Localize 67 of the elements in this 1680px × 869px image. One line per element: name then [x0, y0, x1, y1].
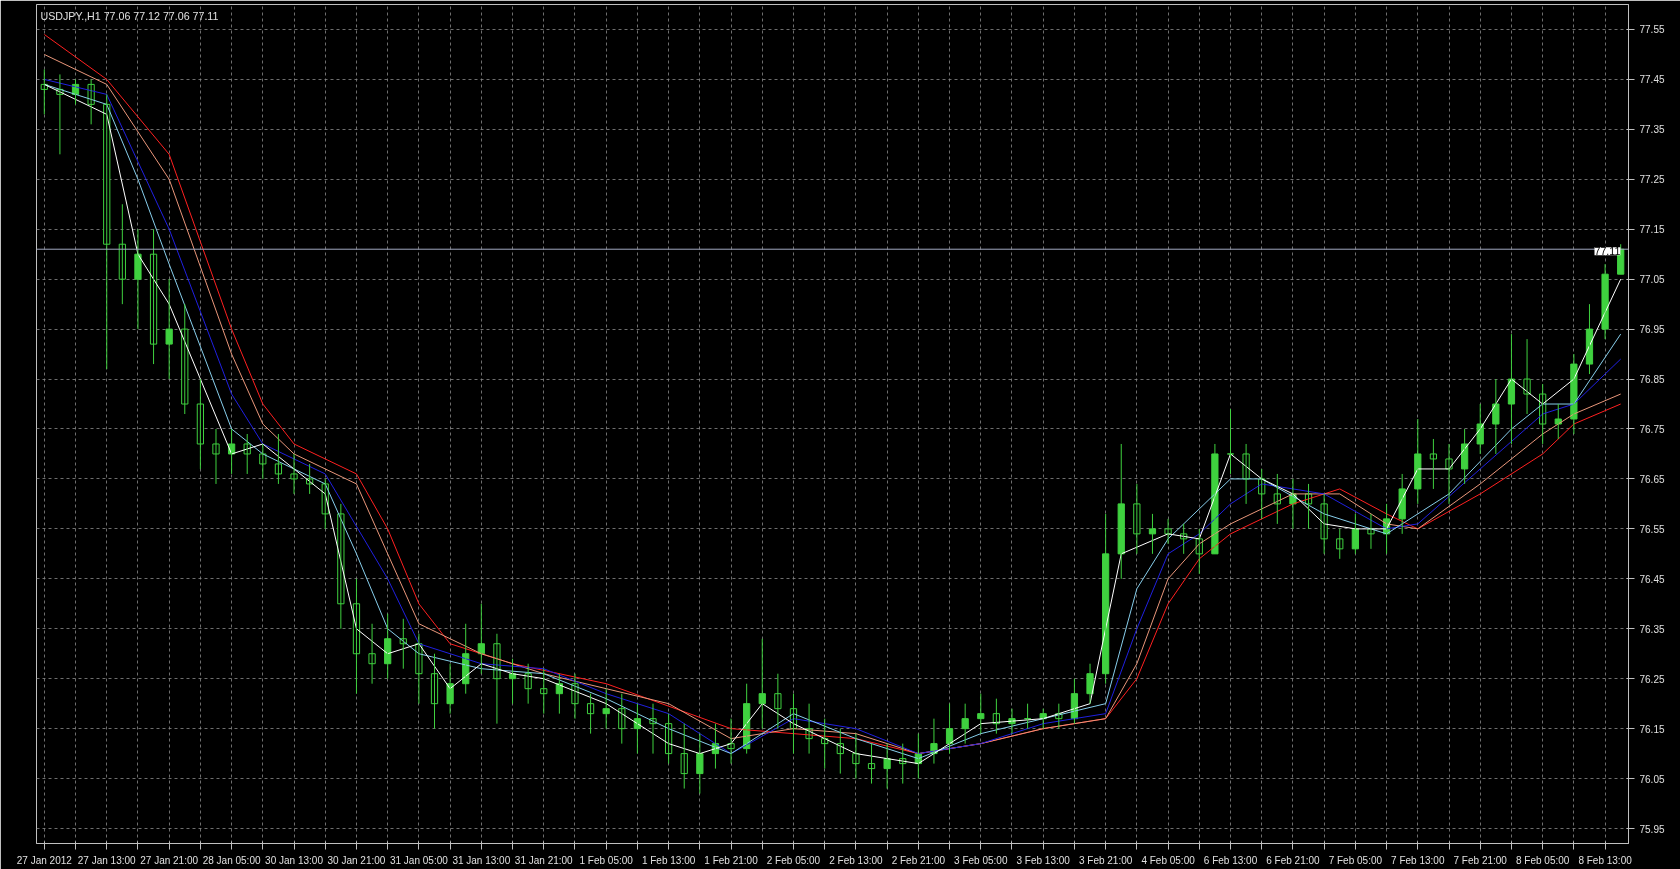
x-tick-label: 31 Jan 05:00: [389, 854, 449, 866]
y-tick-label: 76.15: [1639, 723, 1665, 735]
x-tick-label: 6 Feb 21:00: [1266, 854, 1321, 866]
x-tick-label: 3 Feb 21:00: [1078, 854, 1133, 866]
y-tick-label: 77.45: [1639, 74, 1665, 86]
x-tick-label: 27 Jan 13:00: [77, 854, 137, 866]
candlestick: [1117, 443, 1125, 580]
y-tick-label: 77.55: [1639, 24, 1665, 36]
x-tick-label: 30 Jan 21:00: [327, 854, 386, 866]
x-tick-label: 28 Jan 05:00: [202, 854, 261, 866]
x-tick-label: 4 Feb 05:00: [1141, 854, 1196, 866]
y-tick-label: 76.35: [1639, 623, 1665, 635]
x-tick-label: 31 Jan 21:00: [514, 854, 574, 866]
candlestick: [696, 733, 704, 795]
x-tick-label: 1 Feb 05:00: [579, 854, 634, 866]
candlestick: [1554, 403, 1562, 440]
y-tick-label: 76.45: [1639, 573, 1665, 585]
candlestick: [1429, 438, 1438, 490]
x-tick-label: 6 Feb 13:00: [1203, 854, 1258, 866]
x-tick-label: 2 Feb 21:00: [891, 854, 946, 866]
candlestick: [1226, 408, 1235, 475]
candlestick: [290, 453, 298, 495]
candlestick: [680, 723, 688, 790]
y-tick-label: 76.25: [1639, 673, 1665, 685]
y-tick-label: 76.65: [1639, 473, 1665, 485]
candlestick: [758, 638, 766, 730]
y-tick-label: 76.95: [1639, 324, 1665, 336]
x-tick-label: 3 Feb 05:00: [954, 854, 1008, 866]
ref-line-label: 77.11: [1594, 245, 1621, 258]
candlestick: [1492, 378, 1500, 455]
candlestick: [1414, 418, 1422, 505]
y-tick-label: 75.95: [1639, 823, 1665, 835]
candlestick: [1398, 473, 1406, 535]
candlestick: [103, 93, 111, 370]
x-tick-label: 8 Feb 05:00: [1515, 854, 1570, 866]
x-tick-label: 3 Feb 13:00: [1016, 854, 1071, 866]
x-tick-label: 1 Feb 21:00: [704, 854, 759, 866]
candlestick: [977, 693, 985, 735]
y-tick-label: 76.85: [1639, 374, 1665, 386]
x-tick-label: 7 Feb 21:00: [1453, 854, 1508, 866]
candlestick: [540, 668, 548, 715]
y-tick-label: 76.55: [1639, 523, 1665, 535]
x-tick-label: 27 Jan 21:00: [140, 854, 199, 866]
candlestick: [181, 303, 189, 415]
candlestick: [274, 433, 283, 485]
y-tick-label: 76.75: [1639, 423, 1665, 435]
candlestick: [1336, 528, 1344, 560]
x-tick-label: 1 Feb 13:00: [641, 854, 696, 866]
y-tick-label: 77.25: [1639, 174, 1665, 186]
y-tick-label: 77.15: [1639, 224, 1665, 236]
x-tick-label: 7 Feb 05:00: [1328, 854, 1383, 866]
x-tick-label: 30 Jan 13:00: [265, 854, 324, 866]
x-tick-label: 2 Feb 13:00: [829, 854, 884, 866]
y-tick-label: 77.35: [1639, 124, 1665, 136]
x-tick-label: 31 Jan 13:00: [452, 854, 511, 866]
y-tick-label: 77.05: [1639, 274, 1665, 286]
candlestick: [602, 688, 610, 730]
x-tick-label: 2 Feb 05:00: [766, 854, 821, 866]
candlestick: [259, 443, 267, 480]
candlestick: [1148, 513, 1157, 555]
x-tick-label: 27 Jan 2012: [16, 854, 73, 866]
x-tick-label: 8 Feb 13:00: [1578, 854, 1633, 866]
candlestick: [961, 703, 969, 745]
text: USDJPY.,H1 77.06 77.12 77.06 77.11: [40, 9, 219, 22]
candlestick: [165, 278, 173, 380]
x-tick-label: 7 Feb 13:00: [1391, 854, 1445, 866]
y-tick-label: 76.05: [1639, 773, 1665, 785]
